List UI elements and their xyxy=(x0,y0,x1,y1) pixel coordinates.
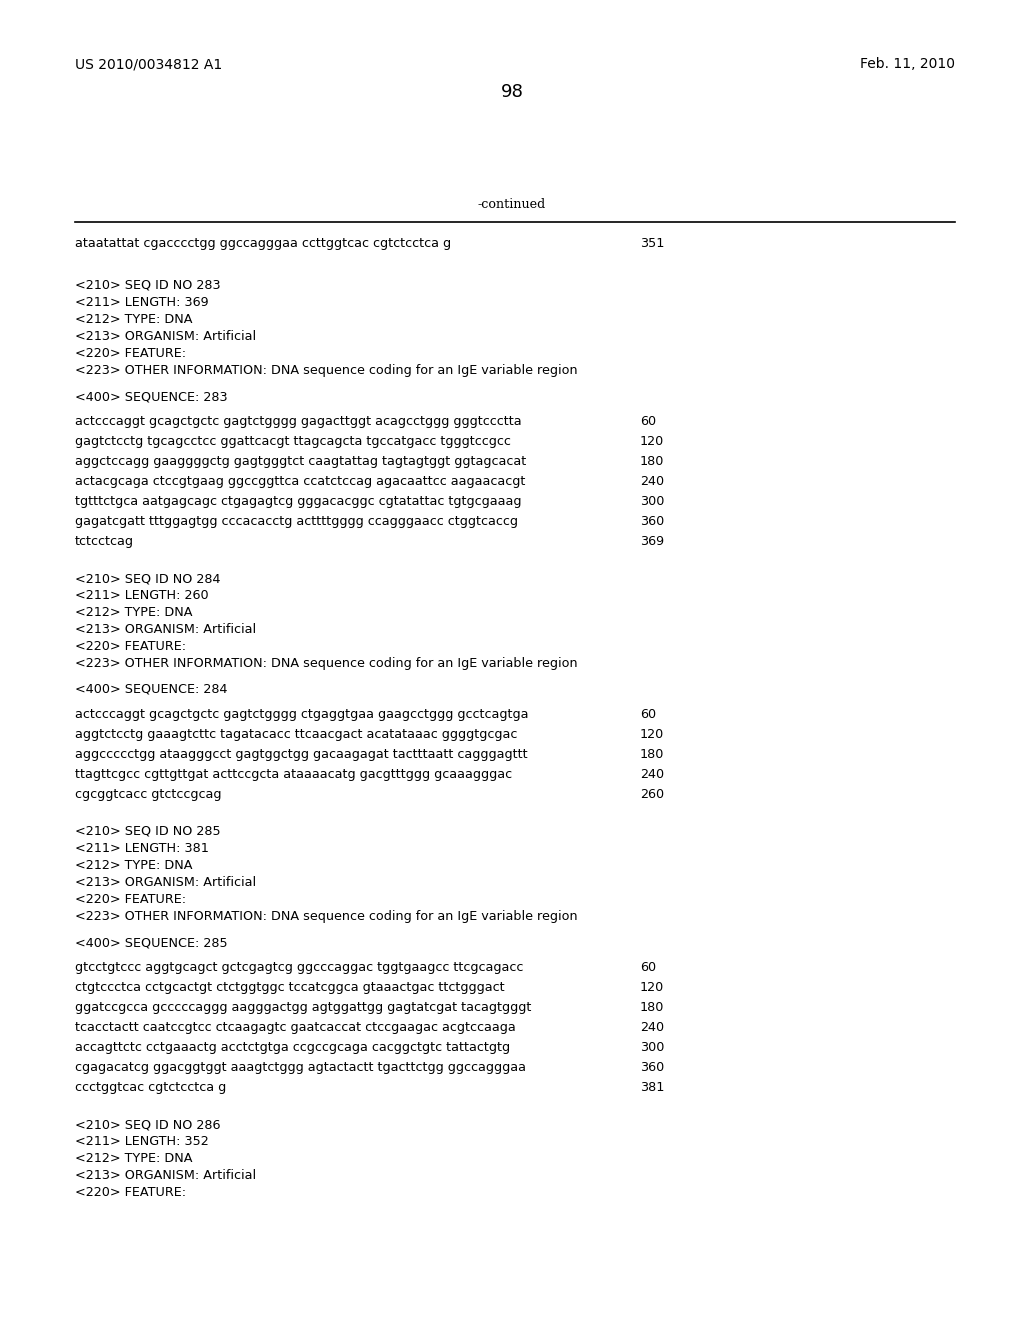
Text: 369: 369 xyxy=(640,535,665,548)
Text: tctcctcag: tctcctcag xyxy=(75,535,134,548)
Text: 180: 180 xyxy=(640,455,665,469)
Text: -continued: -continued xyxy=(478,198,546,211)
Text: aggtctcctg gaaagtcttc tagatacacc ttcaacgact acatataaac ggggtgcgac: aggtctcctg gaaagtcttc tagatacacc ttcaacg… xyxy=(75,729,517,741)
Text: 240: 240 xyxy=(640,1020,665,1034)
Text: <210> SEQ ID NO 284: <210> SEQ ID NO 284 xyxy=(75,572,220,585)
Text: 351: 351 xyxy=(640,238,665,249)
Text: <220> FEATURE:: <220> FEATURE: xyxy=(75,1185,186,1199)
Text: <211> LENGTH: 260: <211> LENGTH: 260 xyxy=(75,589,209,602)
Text: 240: 240 xyxy=(640,475,665,488)
Text: accagttctc cctgaaactg acctctgtga ccgccgcaga cacggctgtc tattactgtg: accagttctc cctgaaactg acctctgtga ccgccgc… xyxy=(75,1041,510,1053)
Text: ttagttcgcc cgttgttgat acttccgcta ataaaacatg gacgtttggg gcaaagggac: ttagttcgcc cgttgttgat acttccgcta ataaaac… xyxy=(75,768,512,781)
Text: 300: 300 xyxy=(640,495,665,508)
Text: aggccccctgg ataagggcct gagtggctgg gacaagagat tactttaatt cagggagttt: aggccccctgg ataagggcct gagtggctgg gacaag… xyxy=(75,748,527,762)
Text: <211> LENGTH: 369: <211> LENGTH: 369 xyxy=(75,296,209,309)
Text: <400> SEQUENCE: 283: <400> SEQUENCE: 283 xyxy=(75,389,227,403)
Text: <223> OTHER INFORMATION: DNA sequence coding for an IgE variable region: <223> OTHER INFORMATION: DNA sequence co… xyxy=(75,909,578,923)
Text: 60: 60 xyxy=(640,708,656,721)
Text: aggctccagg gaaggggctg gagtgggtct caagtattag tagtagtggt ggtagcacat: aggctccagg gaaggggctg gagtgggtct caagtat… xyxy=(75,455,526,469)
Text: <213> ORGANISM: Artificial: <213> ORGANISM: Artificial xyxy=(75,1170,256,1181)
Text: gtcctgtccc aggtgcagct gctcgagtcg ggcccaggac tggtgaagcc ttcgcagacc: gtcctgtccc aggtgcagct gctcgagtcg ggcccag… xyxy=(75,961,523,974)
Text: gagatcgatt tttggagtgg cccacacctg acttttgggg ccagggaacc ctggtcaccg: gagatcgatt tttggagtgg cccacacctg acttttg… xyxy=(75,515,518,528)
Text: <223> OTHER INFORMATION: DNA sequence coding for an IgE variable region: <223> OTHER INFORMATION: DNA sequence co… xyxy=(75,657,578,671)
Text: <213> ORGANISM: Artificial: <213> ORGANISM: Artificial xyxy=(75,330,256,343)
Text: <211> LENGTH: 381: <211> LENGTH: 381 xyxy=(75,842,209,855)
Text: 120: 120 xyxy=(640,436,665,447)
Text: 260: 260 xyxy=(640,788,665,801)
Text: US 2010/0034812 A1: US 2010/0034812 A1 xyxy=(75,57,222,71)
Text: cgagacatcg ggacggtggt aaagtctggg agtactactt tgacttctgg ggccagggaa: cgagacatcg ggacggtggt aaagtctggg agtacta… xyxy=(75,1061,526,1074)
Text: <212> TYPE: DNA: <212> TYPE: DNA xyxy=(75,606,193,619)
Text: tgtttctgca aatgagcagc ctgagagtcg gggacacggc cgtatattac tgtgcgaaag: tgtttctgca aatgagcagc ctgagagtcg gggacac… xyxy=(75,495,521,508)
Text: 180: 180 xyxy=(640,748,665,762)
Text: 360: 360 xyxy=(640,515,665,528)
Text: ataatattat cgacccctgg ggccagggaa ccttggtcac cgtctcctca g: ataatattat cgacccctgg ggccagggaa ccttggt… xyxy=(75,238,452,249)
Text: <212> TYPE: DNA: <212> TYPE: DNA xyxy=(75,313,193,326)
Text: tcacctactt caatccgtcc ctcaagagtc gaatcaccat ctccgaagac acgtccaaga: tcacctactt caatccgtcc ctcaagagtc gaatcac… xyxy=(75,1020,516,1034)
Text: <211> LENGTH: 352: <211> LENGTH: 352 xyxy=(75,1135,209,1148)
Text: <220> FEATURE:: <220> FEATURE: xyxy=(75,894,186,906)
Text: gagtctcctg tgcagcctcc ggattcacgt ttagcagcta tgccatgacc tgggtccgcc: gagtctcctg tgcagcctcc ggattcacgt ttagcag… xyxy=(75,436,511,447)
Text: <220> FEATURE:: <220> FEATURE: xyxy=(75,640,186,653)
Text: ccctggtcac cgtctcctca g: ccctggtcac cgtctcctca g xyxy=(75,1081,226,1094)
Text: 180: 180 xyxy=(640,1001,665,1014)
Text: 60: 60 xyxy=(640,961,656,974)
Text: 300: 300 xyxy=(640,1041,665,1053)
Text: 360: 360 xyxy=(640,1061,665,1074)
Text: 98: 98 xyxy=(501,83,523,102)
Text: <223> OTHER INFORMATION: DNA sequence coding for an IgE variable region: <223> OTHER INFORMATION: DNA sequence co… xyxy=(75,364,578,378)
Text: cgcggtcacc gtctccgcag: cgcggtcacc gtctccgcag xyxy=(75,788,221,801)
Text: <400> SEQUENCE: 284: <400> SEQUENCE: 284 xyxy=(75,682,227,696)
Text: actcccaggt gcagctgctc gagtctgggg gagacttggt acagcctggg gggtccctta: actcccaggt gcagctgctc gagtctgggg gagactt… xyxy=(75,414,521,428)
Text: <212> TYPE: DNA: <212> TYPE: DNA xyxy=(75,1152,193,1166)
Text: actacgcaga ctccgtgaag ggccggttca ccatctccag agacaattcc aagaacacgt: actacgcaga ctccgtgaag ggccggttca ccatctc… xyxy=(75,475,525,488)
Text: 240: 240 xyxy=(640,768,665,781)
Text: <212> TYPE: DNA: <212> TYPE: DNA xyxy=(75,859,193,873)
Text: <210> SEQ ID NO 283: <210> SEQ ID NO 283 xyxy=(75,279,220,292)
Text: <400> SEQUENCE: 285: <400> SEQUENCE: 285 xyxy=(75,936,227,949)
Text: 60: 60 xyxy=(640,414,656,428)
Text: <213> ORGANISM: Artificial: <213> ORGANISM: Artificial xyxy=(75,623,256,636)
Text: <210> SEQ ID NO 286: <210> SEQ ID NO 286 xyxy=(75,1118,220,1131)
Text: <210> SEQ ID NO 285: <210> SEQ ID NO 285 xyxy=(75,825,220,838)
Text: <220> FEATURE:: <220> FEATURE: xyxy=(75,347,186,360)
Text: ctgtccctca cctgcactgt ctctggtggc tccatcggca gtaaactgac ttctgggact: ctgtccctca cctgcactgt ctctggtggc tccatcg… xyxy=(75,981,505,994)
Text: 120: 120 xyxy=(640,981,665,994)
Text: actcccaggt gcagctgctc gagtctgggg ctgaggtgaa gaagcctggg gcctcagtga: actcccaggt gcagctgctc gagtctgggg ctgaggt… xyxy=(75,708,528,721)
Text: Feb. 11, 2010: Feb. 11, 2010 xyxy=(860,57,955,71)
Text: ggatccgcca gcccccaggg aagggactgg agtggattgg gagtatcgat tacagtgggt: ggatccgcca gcccccaggg aagggactgg agtggat… xyxy=(75,1001,531,1014)
Text: <213> ORGANISM: Artificial: <213> ORGANISM: Artificial xyxy=(75,876,256,888)
Text: 120: 120 xyxy=(640,729,665,741)
Text: 381: 381 xyxy=(640,1081,665,1094)
